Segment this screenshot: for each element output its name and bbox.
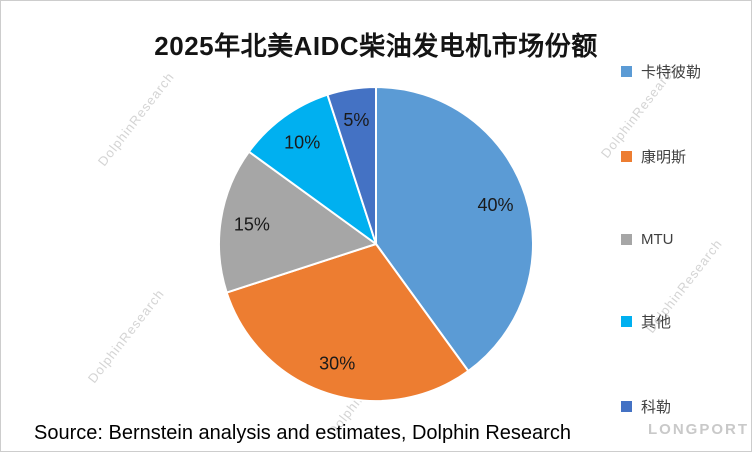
chart-title: 2025年北美AIDC柴油发电机市场份额: [154, 31, 598, 61]
pie-slice-3: [247, 93, 377, 245]
legend-label: 科勒: [641, 399, 672, 416]
legend-item-2: MTU: [621, 231, 701, 248]
legend-swatch-icon: [621, 66, 632, 77]
legend-label: 卡特彼勒: [641, 64, 702, 81]
longport-logo: LONGPORT: [648, 421, 749, 438]
slice-label-3: 10%: [284, 132, 320, 152]
legend-label: 康明斯: [641, 148, 687, 166]
legend-label: 其他: [641, 314, 672, 332]
slice-label-0: 40%: [477, 195, 513, 215]
source-note: Source: Bernstein analysis and estimates…: [34, 422, 571, 444]
legend-item-1: 康明斯: [621, 146, 701, 167]
legend-swatch-icon: [621, 150, 632, 162]
legend-swatch-icon: [621, 233, 632, 245]
legend-item-4: 科勒: [621, 396, 701, 417]
legend-item-0: 卡特彼勒: [621, 61, 701, 82]
slice-label-4: 5%: [343, 110, 369, 130]
pie-slice-4: [326, 86, 377, 245]
legend-label: MTU: [641, 230, 674, 248]
slice-label-2: 15%: [234, 214, 270, 234]
legend-swatch-icon: [621, 316, 632, 328]
chart-legend: 卡特彼勒康明斯 MTU 其他科勒: [621, 61, 701, 417]
legend-swatch-icon: [621, 401, 632, 412]
pie-slice-2: [217, 150, 377, 294]
slice-label-1: 30%: [319, 354, 355, 374]
pie-slice-1: [225, 243, 470, 402]
legend-item-3: 其他: [621, 311, 701, 332]
pie-slice-0: [375, 86, 534, 373]
